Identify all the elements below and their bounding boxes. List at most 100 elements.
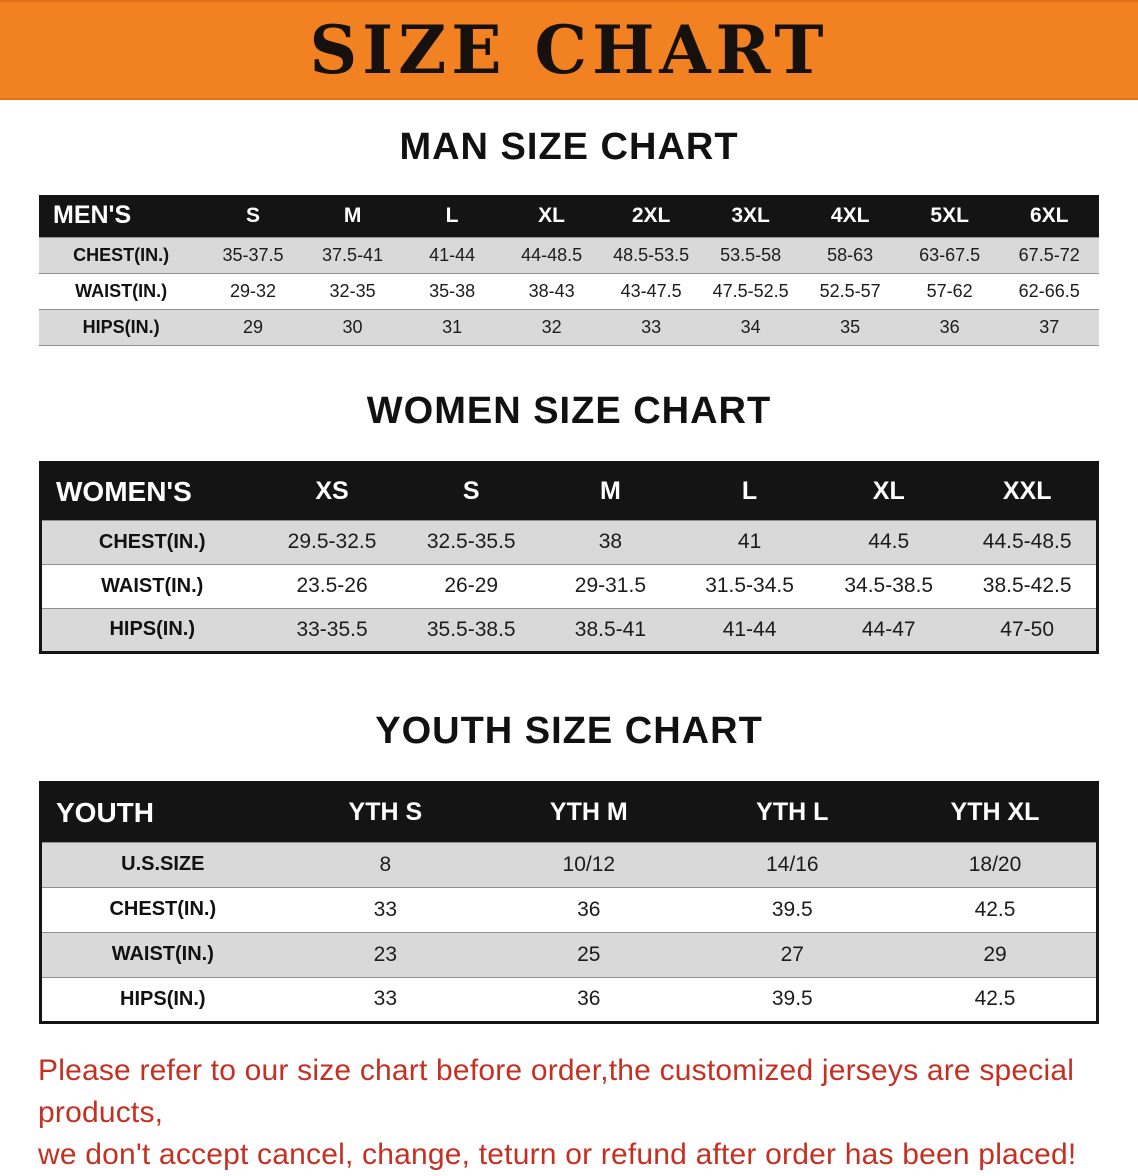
table-row: CHEST(IN.) 29.5-32.5 32.5-35.5 38 41 44.5 44.5… — [40, 519, 1098, 565]
row-label: CHEST(IN.) — [39, 236, 204, 274]
size-value-cell: 53.5-58 — [700, 236, 801, 274]
size-chart-banner: SIZE CHART — [0, 0, 1138, 100]
table-header-row: YOUTH YTH S YTH M YTH L YTH XL — [40, 782, 1098, 842]
table-row: CHEST(IN.) 35-37.5 37.5-41 41-44 44-48.5 48.5… — [39, 236, 1099, 274]
table-title-cell: MEN'S — [39, 195, 204, 237]
table-row: HIPS(IN.) 33 36 39.5 42.5 — [40, 976, 1098, 1023]
size-value-cell: 42.5 — [894, 976, 1098, 1023]
size-value-cell: 23.5-26 — [262, 563, 402, 609]
row-label: U.S.SIZE — [40, 841, 284, 888]
size-value-cell: 36 — [487, 976, 691, 1023]
size-value-cell: 35 — [800, 308, 900, 346]
table-title-cell: YOUTH — [40, 782, 284, 842]
size-column-header: M — [302, 195, 403, 237]
size-value-cell: 47.5-52.5 — [700, 272, 801, 310]
size-value-cell: 43-47.5 — [601, 272, 701, 310]
table-header-row: MEN'S S M L XL 2XL 3XL 4XL 5XL 6XL — [39, 195, 1099, 237]
men-section-heading: MAN SIZE CHART — [399, 126, 739, 168]
size-value-cell: 38.5-41 — [540, 607, 680, 653]
size-column-header: S — [203, 195, 303, 237]
size-value-cell: 33-35.5 — [262, 607, 402, 653]
youth-size-section: YOUTH SIZE CHART YOUTH YTH S YTH M YTH L YTH… — [0, 710, 1138, 1024]
size-value-cell: 30 — [302, 308, 403, 346]
size-value-cell: 39.5 — [690, 886, 895, 933]
page-title: SIZE CHART — [309, 11, 829, 89]
size-value-cell: 44-47 — [819, 607, 959, 653]
size-value-cell: 35.5-38.5 — [401, 607, 541, 653]
size-value-cell: 29-32 — [203, 272, 303, 310]
youth-section-heading: YOUTH SIZE CHART — [375, 709, 763, 752]
size-value-cell: 10/12 — [487, 841, 691, 888]
table-header-row: WOMEN'S XS S M L XL XXL — [40, 462, 1098, 520]
size-column-header: L — [402, 195, 502, 237]
size-value-cell: 34 — [700, 308, 801, 346]
row-label: WAIST(IN.) — [40, 931, 284, 978]
size-value-cell: 33 — [283, 976, 488, 1023]
row-label: CHEST(IN.) — [40, 519, 263, 565]
size-value-cell: 34.5-38.5 — [819, 563, 959, 609]
size-column-header: S — [401, 462, 541, 520]
row-label: WAIST(IN.) — [39, 272, 204, 310]
size-value-cell: 39.5 — [690, 976, 895, 1023]
size-value-cell: 58-63 — [800, 236, 900, 274]
size-value-cell: 37 — [999, 308, 1099, 346]
size-value-cell: 63-67.5 — [899, 236, 1000, 274]
size-value-cell: 57-62 — [899, 272, 1000, 310]
women-size-section: WOMEN SIZE CHART WOMEN'S XS S M L XL XXL CHEST(… — [0, 390, 1138, 654]
table-row: WAIST(IN.) 23.5-26 26-29 29-31.5 31.5-34.5 34… — [40, 563, 1098, 609]
size-value-cell: 27 — [690, 931, 895, 978]
size-value-cell: 32-35 — [302, 272, 403, 310]
size-value-cell: 41 — [679, 519, 820, 565]
size-column-header: XL — [819, 462, 959, 520]
size-value-cell: 8 — [283, 841, 488, 888]
size-value-cell: 38 — [540, 519, 680, 565]
size-column-header: XL — [501, 195, 602, 237]
table-row: CHEST(IN.) 33 36 39.5 42.5 — [40, 886, 1098, 933]
size-value-cell: 33 — [601, 308, 701, 346]
row-label: HIPS(IN.) — [40, 607, 263, 653]
size-value-cell: 32.5-35.5 — [401, 519, 541, 565]
size-column-header: 6XL — [999, 195, 1099, 237]
size-value-cell: 67.5-72 — [999, 236, 1099, 274]
table-row: WAIST(IN.) 23 25 27 29 — [40, 931, 1098, 978]
size-value-cell: 18/20 — [894, 841, 1098, 888]
women-size-table: WOMEN'S XS S M L XL XXL CHEST(IN.) 29.5-32.5 32.5… — [39, 460, 1099, 654]
disclaimer-text: Please refer to our size chart before or… — [0, 1050, 1138, 1176]
size-value-cell: 44.5-48.5 — [958, 519, 1098, 565]
row-label: WAIST(IN.) — [40, 563, 263, 609]
size-value-cell: 37.5-41 — [302, 236, 403, 274]
size-value-cell: 36 — [487, 886, 691, 933]
table-row: U.S.SIZE 8 10/12 14/16 18/20 — [40, 841, 1098, 888]
size-value-cell: 35-38 — [402, 272, 502, 310]
size-value-cell: 31.5-34.5 — [679, 563, 820, 609]
size-column-header: 2XL — [601, 195, 701, 237]
disclaimer-line: Please refer to our size chart before or… — [38, 1053, 1075, 1129]
size-column-header: YTH S — [283, 782, 488, 842]
table-row: HIPS(IN.) 33-35.5 35.5-38.5 38.5-41 41-44 44-… — [40, 607, 1098, 653]
size-value-cell: 23 — [283, 931, 488, 978]
size-column-header: L — [679, 462, 820, 520]
size-column-header: 5XL — [899, 195, 1000, 237]
size-value-cell: 26-29 — [401, 563, 541, 609]
disclaimer-line: we don't accept cancel, change, teturn o… — [38, 1137, 1077, 1171]
size-value-cell: 32 — [501, 308, 602, 346]
size-column-header: YTH M — [487, 782, 691, 842]
size-value-cell: 31 — [402, 308, 502, 346]
size-value-cell: 41-44 — [402, 236, 502, 274]
size-column-header: 4XL — [800, 195, 900, 237]
row-label: HIPS(IN.) — [39, 308, 204, 346]
size-column-header: XXL — [958, 462, 1098, 520]
size-value-cell: 14/16 — [690, 841, 895, 888]
women-section-heading: WOMEN SIZE CHART — [366, 389, 772, 432]
men-size-section: MAN SIZE CHART MEN'S S M L XL 2XL 3XL 4XL 5XL 6XL… — [0, 126, 1138, 346]
size-value-cell: 42.5 — [894, 886, 1098, 933]
row-label: HIPS(IN.) — [40, 976, 284, 1023]
row-label: CHEST(IN.) — [40, 886, 284, 933]
size-value-cell: 44-48.5 — [501, 236, 602, 274]
size-column-header: M — [540, 462, 680, 520]
size-value-cell: 41-44 — [679, 607, 820, 653]
size-value-cell: 52.5-57 — [800, 272, 900, 310]
size-column-header: YTH L — [690, 782, 895, 842]
size-value-cell: 29.5-32.5 — [262, 519, 402, 565]
size-value-cell: 38.5-42.5 — [958, 563, 1098, 609]
